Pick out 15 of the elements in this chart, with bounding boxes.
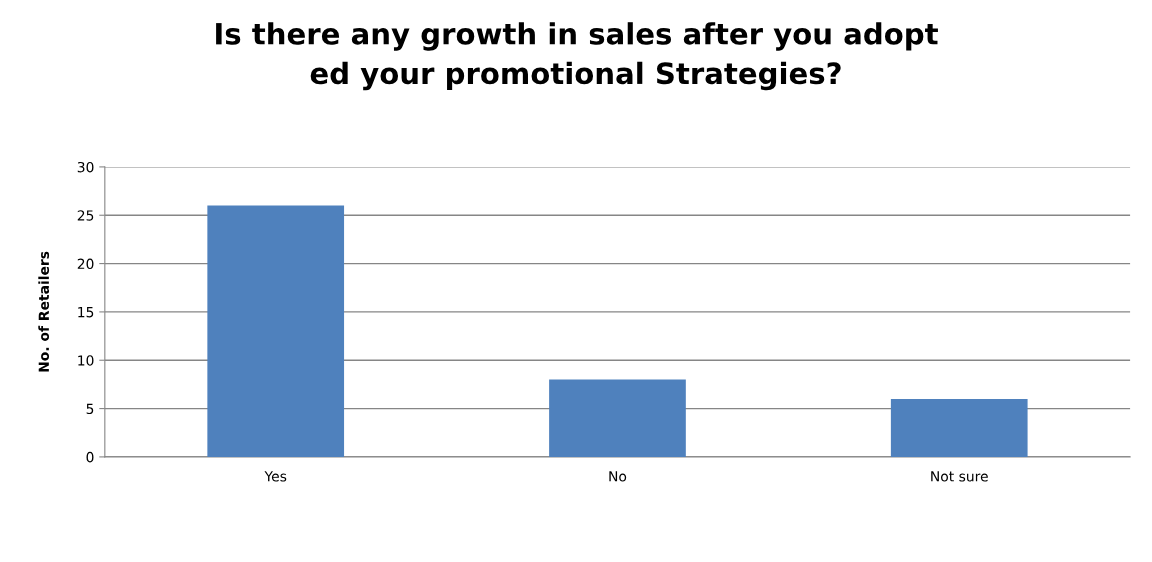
y-tick-label: 5: [86, 403, 94, 415]
y-tick-label: 25: [77, 210, 94, 221]
bar: [890, 398, 1028, 457]
y-tick-label: 20: [77, 258, 94, 270]
x-tick-label: No: [609, 471, 627, 482]
bar: [549, 379, 686, 457]
x-tick-label: Not sure: [931, 471, 988, 482]
y-tick-label: 30: [77, 161, 94, 173]
y-axis-title: No. of Retailers: [38, 251, 50, 372]
y-tick-label: 15: [78, 307, 94, 318]
bar: [207, 205, 345, 457]
y-tick-label: 0: [86, 451, 94, 463]
chart-title: Is there any growth in sales after you adopt ed your promotional Strategies?: [216, 22, 938, 91]
y-tick-label: 10: [78, 355, 94, 366]
x-tick-label: Yes: [264, 471, 287, 482]
